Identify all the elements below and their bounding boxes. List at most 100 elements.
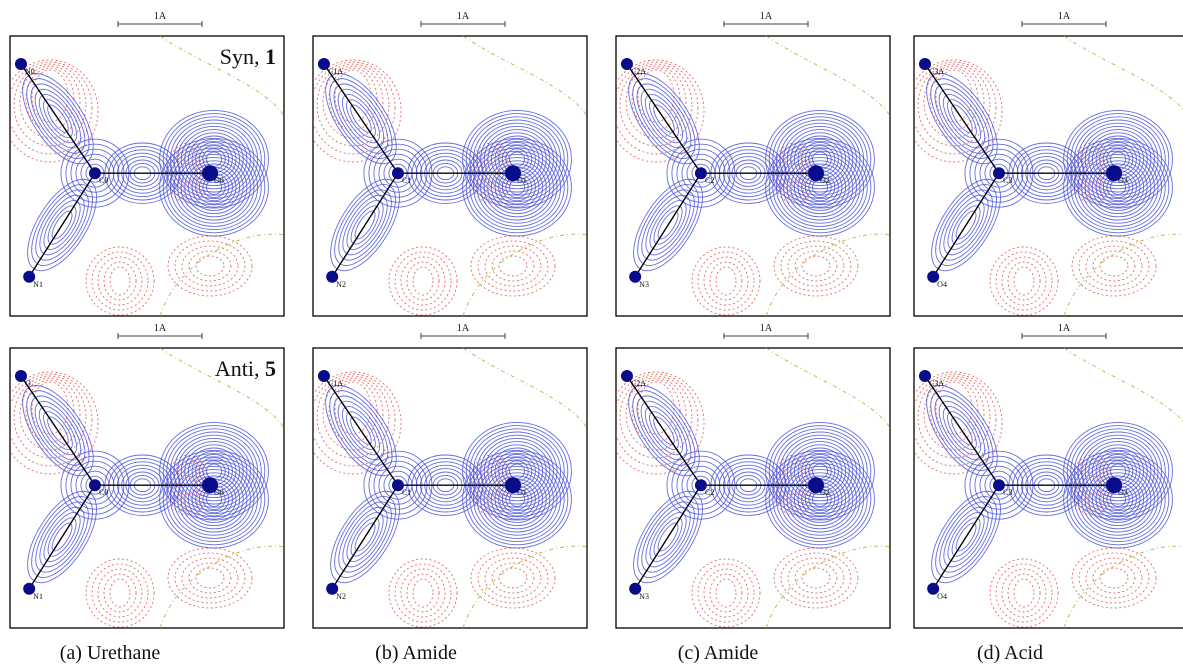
conformer-label: Anti, 5 [215, 356, 276, 381]
positive-contour [180, 441, 248, 502]
atom-label: C1 [402, 176, 411, 185]
negative-contour [412, 578, 434, 608]
atom-marker [1106, 165, 1123, 182]
positive-contour [1073, 147, 1163, 227]
positive-contour [790, 160, 850, 215]
conformer-name: Anti, [215, 356, 265, 381]
atom-marker [505, 477, 522, 494]
negative-contour [780, 552, 852, 604]
positive-contour [1070, 428, 1166, 515]
scale-bar-label: 1A [760, 11, 773, 22]
atom-label: O3 [1118, 176, 1128, 185]
negative-contour [697, 563, 755, 623]
zero-contour [159, 233, 284, 316]
positive-contour [772, 456, 868, 543]
negative-contour [929, 379, 979, 443]
negative-contour [703, 568, 749, 618]
panel-caption: (c) Amide [678, 642, 759, 664]
atom-label: O0 [214, 176, 224, 185]
negative-contour [406, 573, 440, 613]
positive-contour [472, 431, 562, 511]
negative-contour [787, 245, 845, 287]
negative-contour [188, 250, 232, 282]
negative-contour [188, 562, 232, 594]
positive-contour [786, 129, 854, 190]
positive-contour [162, 141, 266, 234]
atom-label: C0 [99, 488, 108, 497]
bond-line [28, 484, 96, 590]
positive-contour [783, 437, 857, 505]
zero-contour [462, 233, 587, 316]
atom-label: N1 [33, 592, 43, 601]
positive-contour [783, 465, 857, 533]
positive-contour [169, 119, 259, 199]
positive-contour [1084, 129, 1152, 190]
negative-contour [773, 547, 859, 609]
atom-label: O2 [820, 488, 830, 497]
positive-contour [469, 144, 565, 231]
positive-contour [768, 141, 872, 234]
positive-contour [487, 132, 547, 187]
atom-label: O1 [517, 488, 527, 497]
atom-label: C1 [402, 488, 411, 497]
positive-contour [184, 472, 244, 527]
atom-marker [326, 582, 339, 595]
negative-contour [313, 61, 396, 155]
negative-contour [10, 61, 93, 155]
negative-contour [1085, 245, 1143, 287]
positive-contour [166, 144, 262, 231]
negative-contour [715, 266, 737, 296]
density-panel: C2A C2 O2 N3 1A [615, 11, 891, 317]
negative-contour [91, 563, 149, 623]
negative-contour [619, 375, 693, 459]
atom-label: O4 [937, 280, 947, 289]
negative-contour [313, 373, 396, 467]
positive-contour [783, 153, 857, 221]
positive-contour [169, 147, 259, 227]
atom-marker [202, 165, 219, 182]
negative-contour [631, 379, 681, 443]
atom-label: C3A [929, 67, 944, 76]
negative-contour [631, 67, 681, 131]
negative-contour [989, 246, 1059, 316]
panel-frame [913, 347, 1183, 629]
negative-contour [637, 381, 675, 435]
negative-contour [995, 251, 1053, 311]
negative-contour [19, 65, 81, 139]
bond-line [28, 172, 96, 278]
positive-contour [472, 147, 562, 227]
negative-contour [625, 377, 687, 451]
atom-label: C2A [631, 379, 646, 388]
positive-contour [1088, 132, 1148, 187]
negative-contour [914, 371, 1003, 475]
bond-line [932, 172, 1000, 278]
scale-bar-label: 1A [154, 11, 167, 22]
positive-contour [1066, 113, 1170, 206]
atom-label: C0 [99, 176, 108, 185]
positive-contour [487, 160, 547, 215]
atom-label: O3 [1118, 488, 1128, 497]
positive-contour [184, 132, 244, 187]
negative-contour [31, 381, 69, 435]
density-panel: C3A C3 O3 O4 1A [913, 323, 1183, 629]
negative-contour [388, 558, 458, 628]
atom-marker [918, 58, 931, 70]
panel-caption: (a) Urethane [60, 642, 161, 664]
negative-contour [334, 69, 372, 123]
negative-contour [394, 251, 452, 311]
panel-frame [615, 347, 891, 629]
negative-contour [619, 63, 693, 147]
negative-contour [989, 558, 1059, 628]
negative-contour [715, 578, 737, 608]
negative-contour [1099, 255, 1129, 277]
panel-caption: (b) Amide [375, 642, 457, 664]
positive-contour [775, 119, 865, 199]
atom-marker [927, 270, 940, 283]
negative-contour [195, 255, 225, 277]
atom-marker [391, 479, 404, 492]
positive-contour [184, 160, 244, 215]
positive-contour [1073, 431, 1163, 511]
conformer-number: 5 [265, 356, 276, 381]
negative-contour [917, 63, 991, 147]
density-panel: C3A C3 O3 O4 1A [913, 11, 1183, 317]
